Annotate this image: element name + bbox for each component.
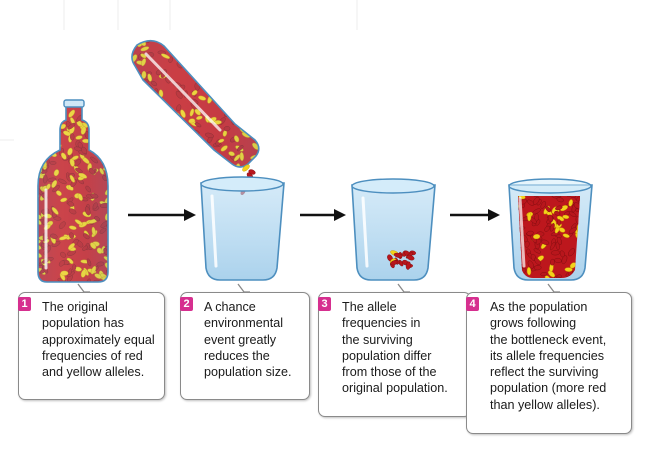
step-4-number: 4 bbox=[466, 297, 479, 311]
step-1-text: The original population has approximatel… bbox=[42, 300, 155, 380]
step-3-caption: 3 The allele frequencies in the survivin… bbox=[318, 292, 471, 417]
beaker-icon bbox=[351, 178, 436, 281]
step-1-caption: 1 The original population has approximat… bbox=[18, 292, 165, 400]
beaker-icon bbox=[200, 176, 285, 281]
step-1-number: 1 bbox=[18, 297, 31, 311]
step-2-caption: 2 A chance environmental event greatly r… bbox=[180, 292, 310, 400]
tilted-bottle-icon bbox=[131, 39, 260, 196]
bottle-icon bbox=[37, 99, 109, 283]
arrow-icon bbox=[128, 209, 196, 221]
beaker-icon bbox=[508, 178, 593, 281]
step-2-text: A chance environmental event greatly red… bbox=[204, 300, 292, 380]
step-2-number: 2 bbox=[180, 297, 193, 311]
arrow-icon bbox=[300, 209, 346, 221]
step-4-text: As the population grows following the bo… bbox=[490, 300, 607, 412]
arrow-icon bbox=[450, 209, 500, 221]
step-4-caption: 4 As the population grows following the … bbox=[466, 292, 632, 434]
step-3-text: The allele frequencies in the surviving … bbox=[342, 300, 448, 396]
step-3-number: 3 bbox=[318, 297, 331, 311]
